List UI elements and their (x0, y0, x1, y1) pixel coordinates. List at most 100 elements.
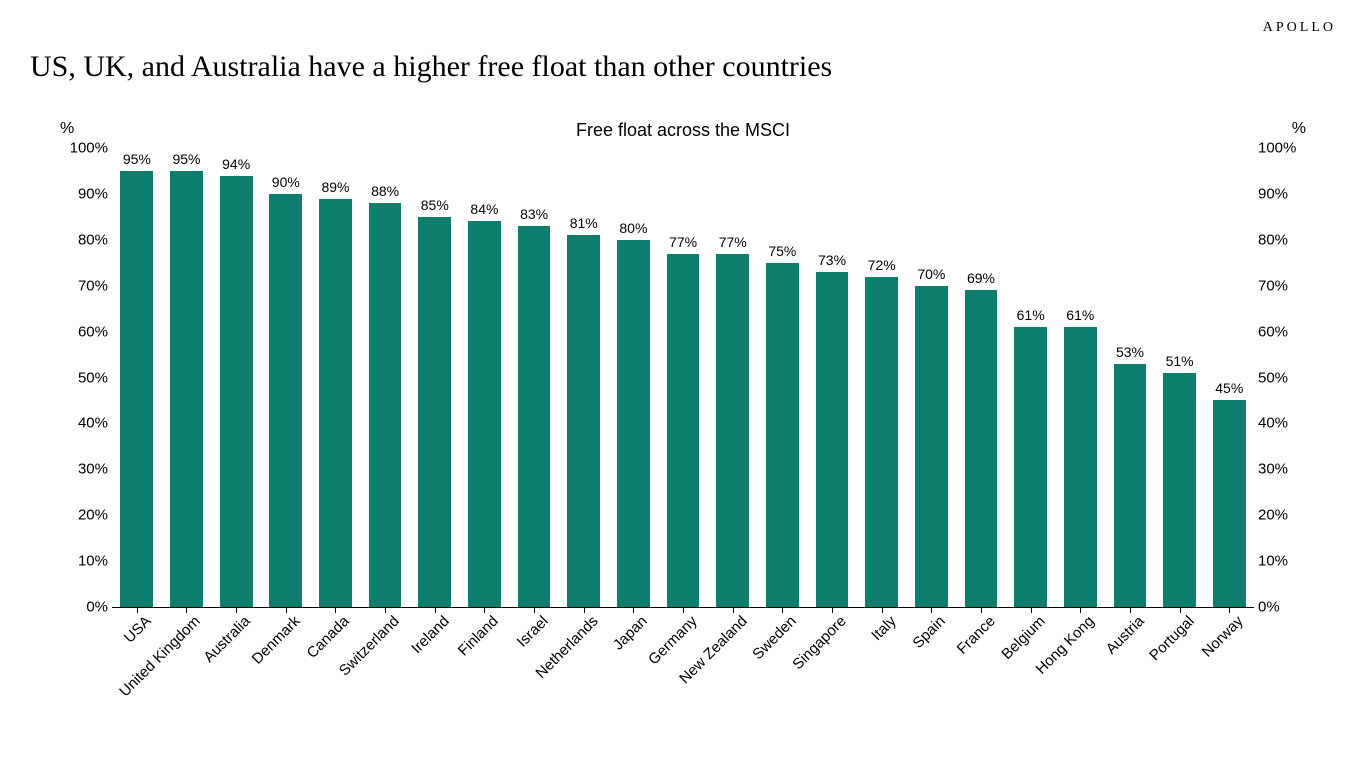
bar-xlabel: USA (121, 613, 155, 647)
bar-xlabel: Norway (1199, 613, 1247, 661)
bar-slot: 70%Spain (907, 148, 957, 607)
ytick-left: 50% (62, 369, 108, 386)
bar-slot: 85%Ireland (410, 148, 460, 607)
bar-slot: 81%Netherlands (559, 148, 609, 607)
bar-value-label: 85% (421, 197, 449, 213)
x-tick (137, 607, 138, 613)
bar (170, 171, 203, 607)
bar-xlabel: Australia (201, 613, 254, 666)
bar-value-label: 45% (1215, 380, 1243, 396)
chart-title: US, UK, and Australia have a higher free… (30, 50, 832, 84)
bar (667, 254, 700, 607)
x-tick (981, 607, 982, 613)
x-tick (1130, 607, 1131, 613)
x-tick (286, 607, 287, 613)
x-tick (1229, 607, 1230, 613)
bar-value-label: 53% (1116, 344, 1144, 360)
bar-value-label: 77% (719, 234, 747, 250)
bar-value-label: 80% (619, 220, 647, 236)
x-tick (385, 607, 386, 613)
bar-value-label: 81% (570, 215, 598, 231)
bar-value-label: 73% (818, 252, 846, 268)
bar-xlabel: Austria (1103, 613, 1148, 658)
x-tick (335, 607, 336, 613)
bar (1163, 373, 1196, 607)
bar (369, 203, 402, 607)
y-axis-unit-right: % (1292, 120, 1306, 138)
bar (816, 272, 849, 607)
bar-slot: 89%Canada (311, 148, 361, 607)
bar-slot: 61%Belgium (1006, 148, 1056, 607)
x-tick (683, 607, 684, 613)
ytick-left: 30% (62, 461, 108, 478)
bar-xlabel: Sweden (750, 613, 800, 663)
ytick-right: 70% (1258, 277, 1306, 294)
bar (319, 199, 352, 608)
bar-slot: 84%Finland (460, 148, 510, 607)
bar-value-label: 75% (768, 243, 796, 259)
bar (468, 221, 501, 607)
bar-value-label: 83% (520, 206, 548, 222)
bar-xlabel: Finland (455, 613, 502, 660)
bar-xlabel: Ireland (408, 613, 452, 657)
x-tick (782, 607, 783, 613)
x-tick (882, 607, 883, 613)
ytick-left: 70% (62, 277, 108, 294)
bar-xlabel: Canada (304, 613, 353, 662)
bar-xlabel: Belgium (998, 613, 1048, 663)
bar-slot: 95%USA (112, 148, 162, 607)
bar (865, 277, 898, 607)
ytick-right: 80% (1258, 231, 1306, 248)
bar-value-label: 88% (371, 183, 399, 199)
bar-xlabel: Italy (868, 613, 899, 644)
bar-value-label: 77% (669, 234, 697, 250)
brand-logo: APOLLO (1263, 20, 1336, 36)
bar-slot: 80%Japan (609, 148, 659, 607)
ytick-right: 90% (1258, 185, 1306, 202)
bar-value-label: 95% (172, 151, 200, 167)
x-tick (186, 607, 187, 613)
x-tick (633, 607, 634, 613)
bar-value-label: 51% (1166, 353, 1194, 369)
x-tick (484, 607, 485, 613)
bar (716, 254, 749, 607)
bar-value-label: 61% (1017, 307, 1045, 323)
ytick-left: 80% (62, 231, 108, 248)
bar-value-label: 84% (470, 201, 498, 217)
bar-value-label: 69% (967, 270, 995, 286)
bar-xlabel: Spain (910, 613, 949, 652)
bar (915, 286, 948, 607)
bar-slot: 77%Germany (658, 148, 708, 607)
bar-slot: 73%Singapore (807, 148, 857, 607)
bar-value-label: 89% (321, 179, 349, 195)
bar (1213, 400, 1246, 607)
ytick-left: 100% (62, 140, 108, 157)
bar-slot: 90%Denmark (261, 148, 311, 607)
x-tick (733, 607, 734, 613)
bar-slot: 69%France (956, 148, 1006, 607)
bar-value-label: 61% (1066, 307, 1094, 323)
ytick-right: 0% (1258, 599, 1306, 616)
bar (567, 235, 600, 607)
bar-xlabel: Singapore (789, 613, 849, 673)
bars-group: 95%USA95%United Kingdom94%Australia90%De… (112, 148, 1254, 607)
ytick-right: 50% (1258, 369, 1306, 386)
bar-slot: 72%Italy (857, 148, 907, 607)
x-tick (534, 607, 535, 613)
ytick-left: 90% (62, 185, 108, 202)
bar (120, 171, 153, 607)
bar (1064, 327, 1097, 607)
bar-xlabel: Portugal (1146, 613, 1198, 665)
bar (518, 226, 551, 607)
bar-xlabel: Japan (610, 613, 651, 654)
ytick-left: 20% (62, 507, 108, 524)
plot-area: 95%USA95%United Kingdom94%Australia90%De… (112, 148, 1254, 608)
bar (1014, 327, 1047, 607)
ytick-right: 60% (1258, 323, 1306, 340)
ytick-right: 100% (1258, 140, 1306, 157)
bar (269, 194, 302, 607)
ytick-left: 60% (62, 323, 108, 340)
bar (1114, 364, 1147, 607)
bar-value-label: 94% (222, 156, 250, 172)
bar (617, 240, 650, 607)
